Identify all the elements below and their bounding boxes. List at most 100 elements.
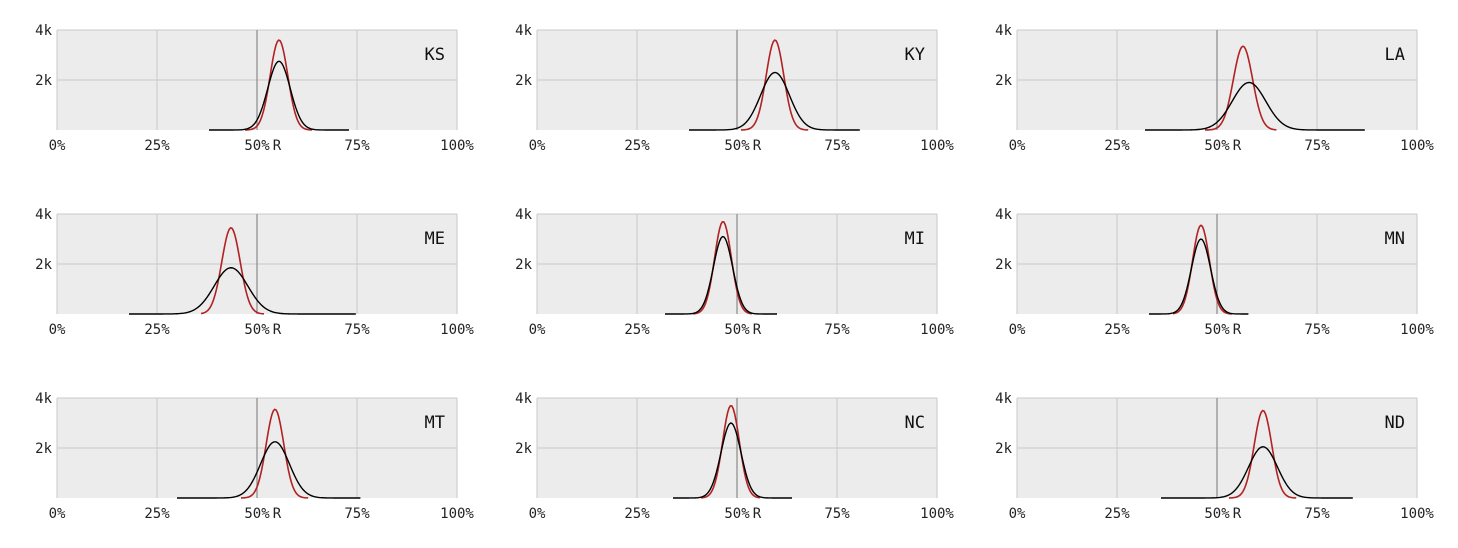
chart-svg: 0% 25% 50% 75% 100% R 2k 4k MI bbox=[515, 207, 954, 338]
plot-area: 0% 25% 50% 75% 100% R 2k 4k ND bbox=[995, 391, 1434, 522]
state-label: NC bbox=[905, 413, 925, 433]
x-tick-label: 25% bbox=[624, 322, 650, 338]
x-tick-label: 25% bbox=[144, 138, 170, 154]
state-label: MI bbox=[905, 229, 925, 249]
x-tick-label: 50% bbox=[244, 322, 270, 338]
plot-area: 0% 25% 50% 75% 100% R 2k 4k MT bbox=[35, 391, 474, 522]
x-tick-label: 50% bbox=[244, 138, 270, 154]
x-tick-label: 75% bbox=[824, 322, 850, 338]
black-distribution-line bbox=[1149, 238, 1249, 315]
black-distribution-line bbox=[209, 60, 349, 131]
state-panel-nc: 0% 25% 50% 75% 100% R 2k 4k NC bbox=[497, 388, 954, 528]
state-panel-mi: 0% 25% 50% 75% 100% R 2k 4k MI bbox=[497, 204, 954, 344]
state-panel-la: 0% 25% 50% 75% 100% R 2k 4k LA bbox=[977, 20, 1434, 160]
red-distribution-line bbox=[740, 39, 809, 131]
x-axis-r-label: R bbox=[753, 506, 762, 522]
y-tick-label: 2k bbox=[995, 441, 1012, 457]
red-distribution-line bbox=[692, 220, 752, 315]
x-tick-label: 25% bbox=[624, 138, 650, 154]
state-label: KS bbox=[425, 45, 445, 65]
x-axis-r-label: R bbox=[753, 322, 762, 338]
y-tick-label: 2k bbox=[995, 257, 1012, 273]
x-tick-label: 0% bbox=[1009, 322, 1026, 338]
x-tick-label: 50% bbox=[244, 506, 270, 522]
x-tick-label: 50% bbox=[1204, 506, 1230, 522]
y-tick-label: 4k bbox=[515, 391, 532, 407]
x-tick-label: 100% bbox=[920, 322, 954, 338]
y-tick-label: 4k bbox=[35, 23, 52, 39]
red-distribution-line bbox=[1204, 45, 1277, 131]
state-panel-ks: 0% 25% 50% 75% 100% R 2k 4k KS bbox=[17, 20, 474, 160]
state-label: MT bbox=[425, 413, 445, 433]
x-tick-label: 0% bbox=[529, 322, 546, 338]
x-tick-label: 100% bbox=[920, 138, 954, 154]
chart-svg: 0% 25% 50% 75% 100% R 2k 4k NC bbox=[515, 391, 954, 522]
x-tick-label: 75% bbox=[344, 138, 370, 154]
y-tick-label: 2k bbox=[35, 441, 52, 457]
x-tick-label: 25% bbox=[144, 322, 170, 338]
x-tick-label: 25% bbox=[1104, 506, 1130, 522]
x-axis-r-label: R bbox=[1233, 138, 1242, 154]
plot-area: 0% 25% 50% 75% 100% R 2k 4k ME bbox=[35, 207, 474, 338]
x-tick-label: 50% bbox=[724, 322, 750, 338]
plot-area: 0% 25% 50% 75% 100% R 2k 4k LA bbox=[995, 23, 1434, 154]
state-label: ND bbox=[1385, 413, 1405, 433]
y-tick-label: 4k bbox=[35, 391, 52, 407]
plot-area: 0% 25% 50% 75% 100% R 2k 4k MI bbox=[515, 207, 954, 338]
state-panel-nd: 0% 25% 50% 75% 100% R 2k 4k ND bbox=[977, 388, 1434, 528]
plot-area: 0% 25% 50% 75% 100% R 2k 4k KY bbox=[515, 23, 954, 154]
y-tick-label: 2k bbox=[995, 73, 1012, 89]
black-distribution-line bbox=[129, 267, 356, 315]
x-axis-r-label: R bbox=[1233, 322, 1242, 338]
x-tick-label: 0% bbox=[49, 322, 66, 338]
plot-area: 0% 25% 50% 75% 100% R 2k 4k NC bbox=[515, 391, 954, 522]
black-distribution-line bbox=[1145, 81, 1365, 131]
state-label: ME bbox=[425, 229, 445, 249]
y-tick-label: 2k bbox=[515, 441, 532, 457]
state-label: MN bbox=[1385, 229, 1405, 249]
black-distribution-line bbox=[689, 71, 860, 131]
y-tick-label: 2k bbox=[515, 73, 532, 89]
x-tick-label: 0% bbox=[49, 138, 66, 154]
x-tick-label: 100% bbox=[440, 138, 474, 154]
x-axis-r-label: R bbox=[1233, 506, 1242, 522]
x-tick-label: 75% bbox=[344, 506, 370, 522]
x-tick-label: 0% bbox=[529, 506, 546, 522]
x-tick-label: 100% bbox=[440, 506, 474, 522]
y-tick-label: 2k bbox=[35, 73, 52, 89]
y-tick-label: 4k bbox=[515, 207, 532, 223]
x-tick-label: 100% bbox=[1400, 506, 1434, 522]
state-panel-mn: 0% 25% 50% 75% 100% R 2k 4k MN bbox=[977, 204, 1434, 344]
x-axis-r-label: R bbox=[273, 138, 282, 154]
chart-svg: 0% 25% 50% 75% 100% R 2k 4k LA bbox=[995, 23, 1434, 154]
y-tick-label: 4k bbox=[35, 207, 52, 223]
x-tick-label: 100% bbox=[1400, 138, 1434, 154]
x-tick-label: 25% bbox=[144, 506, 170, 522]
x-axis-r-label: R bbox=[273, 506, 282, 522]
chart-svg: 0% 25% 50% 75% 100% R 2k 4k MT bbox=[35, 391, 474, 522]
y-tick-label: 2k bbox=[35, 257, 52, 273]
x-tick-label: 0% bbox=[1009, 506, 1026, 522]
x-tick-label: 50% bbox=[1204, 322, 1230, 338]
black-distribution-line bbox=[673, 422, 792, 499]
state-panel-me: 0% 25% 50% 75% 100% R 2k 4k ME bbox=[17, 204, 474, 344]
chart-svg: 0% 25% 50% 75% 100% R 2k 4k MN bbox=[995, 207, 1434, 338]
x-tick-label: 0% bbox=[1009, 138, 1026, 154]
x-axis-r-label: R bbox=[273, 322, 282, 338]
black-distribution-line bbox=[665, 235, 777, 315]
y-tick-label: 4k bbox=[515, 23, 532, 39]
state-label: KY bbox=[905, 45, 925, 65]
x-tick-label: 75% bbox=[1304, 138, 1330, 154]
y-tick-label: 4k bbox=[995, 23, 1012, 39]
x-tick-label: 50% bbox=[724, 506, 750, 522]
y-tick-label: 2k bbox=[515, 257, 532, 273]
x-tick-label: 100% bbox=[440, 322, 474, 338]
x-tick-label: 100% bbox=[1400, 322, 1434, 338]
x-tick-label: 75% bbox=[344, 322, 370, 338]
red-distribution-line bbox=[1172, 224, 1232, 315]
chart-svg: 0% 25% 50% 75% 100% R 2k 4k KS bbox=[35, 23, 474, 154]
x-tick-label: 50% bbox=[1204, 138, 1230, 154]
x-tick-label: 75% bbox=[1304, 322, 1330, 338]
chart-svg: 0% 25% 50% 75% 100% R 2k 4k ND bbox=[995, 391, 1434, 522]
